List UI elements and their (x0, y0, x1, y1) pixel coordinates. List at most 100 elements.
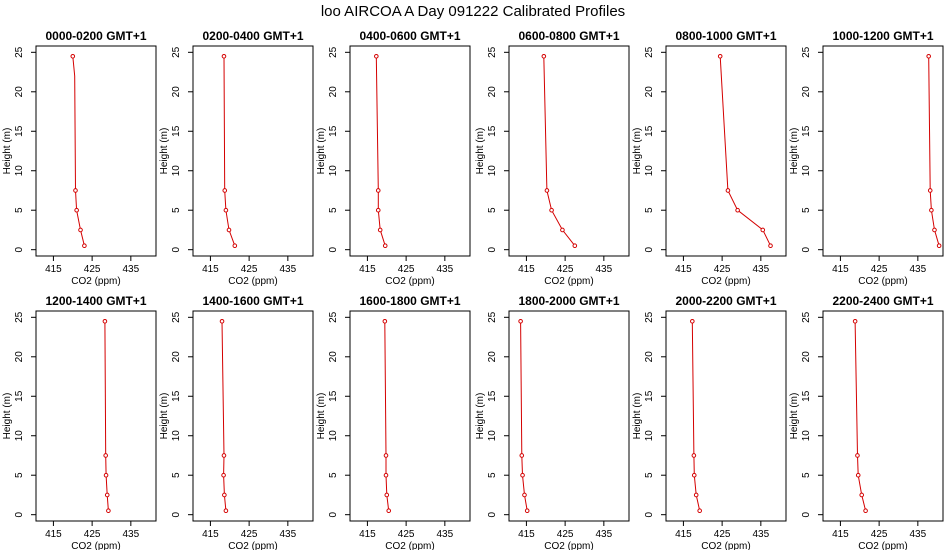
profile-point (221, 472, 226, 478)
x-axis-label: CO2 (ppm) (544, 276, 593, 287)
profile-panel: 1400-1600 GMT+1 415 425 435 0 5 10 15 20 25 CO2 (p… (159, 294, 314, 550)
plot-frame (35, 310, 157, 522)
profile-point (697, 508, 702, 514)
y-tick-label: 0 (171, 246, 182, 252)
y-tick-label: 25 (14, 46, 25, 58)
profile-point (223, 508, 229, 514)
profile-point (103, 453, 108, 458)
y-tick-label: 5 (328, 472, 339, 478)
y-tick-label: 10 (644, 430, 655, 442)
y-axis-label: Height (m) (2, 393, 13, 440)
x-tick-label: 435 (122, 529, 139, 540)
plot-frame (508, 45, 630, 257)
y-tick-label: 15 (171, 390, 182, 402)
profile-panel: 0400-0600 GMT+1 415 425 435 0 5 10 15 20 25 CO2 (p… (316, 29, 471, 287)
y-tick-label: 15 (171, 125, 182, 137)
y-axis-label: Height (m) (316, 128, 327, 175)
y-axis-label: Height (m) (632, 128, 643, 175)
y-axis-label: Height (m) (2, 128, 13, 175)
x-axis-label: CO2 (ppm) (385, 276, 434, 287)
y-tick-label: 0 (801, 246, 812, 252)
y-tick-label: 15 (644, 390, 655, 402)
profile-point (104, 492, 110, 498)
y-tick-label: 20 (801, 86, 812, 98)
profile-point (693, 492, 699, 498)
y-tick-label: 5 (644, 472, 655, 478)
profile-point (929, 207, 934, 213)
y-tick-label: 0 (644, 246, 655, 252)
profile-point (859, 492, 865, 498)
y-tick-label: 10 (328, 430, 339, 442)
panel-title: 2000-2200 GMT+1 (675, 294, 776, 308)
y-tick-label: 25 (801, 46, 812, 58)
profile-point (717, 53, 723, 59)
panel-title: 1000-1200 GMT+1 (832, 29, 933, 43)
profile-point (382, 318, 388, 324)
profile-point (377, 227, 383, 233)
y-axis-label: Height (m) (632, 393, 643, 440)
x-tick-label: 415 (518, 264, 535, 275)
plot-frame (349, 45, 471, 257)
panel-title: 1200-1400 GMT+1 (45, 294, 146, 308)
y-tick-label: 20 (644, 351, 655, 363)
y-tick-label: 0 (14, 511, 25, 517)
y-tick-label: 10 (14, 165, 25, 177)
profile-panel: 1800-2000 GMT+1 415 425 435 0 5 10 15 20 25 CO2 (p… (475, 294, 630, 550)
profile-point (222, 188, 228, 193)
plot-frame (508, 310, 630, 522)
x-tick-label: 425 (84, 529, 101, 540)
x-axis-label: CO2 (ppm) (701, 541, 750, 550)
plot-frame (192, 45, 314, 257)
x-tick-label: 435 (595, 529, 612, 540)
plot-frame (665, 310, 787, 522)
x-tick-label: 435 (909, 264, 926, 275)
x-tick-label: 415 (832, 264, 849, 275)
y-tick-label: 15 (644, 125, 655, 137)
profile-point (926, 53, 931, 59)
x-axis-label: CO2 (ppm) (385, 541, 434, 550)
profile-point (549, 207, 554, 213)
y-tick-label: 10 (487, 165, 498, 177)
panels-grid: 0000-0200 GMT+1 415 425 435 0 5 10 15 20 25 CO2 (p… (2, 29, 944, 550)
plot-frame (349, 310, 471, 522)
profile-point (519, 453, 525, 458)
y-axis-label: Height (m) (789, 393, 800, 440)
profile-point (74, 207, 79, 213)
profile-point (82, 243, 87, 249)
x-tick-label: 415 (675, 264, 692, 275)
profile-point (852, 318, 858, 324)
profile-point (863, 508, 868, 514)
profile-point (70, 53, 76, 59)
y-tick-label: 0 (171, 511, 182, 517)
y-tick-label: 15 (328, 125, 339, 137)
y-tick-label: 25 (171, 46, 182, 58)
y-tick-label: 5 (171, 472, 182, 478)
profile-point (103, 472, 109, 478)
profile-point (232, 243, 238, 249)
figure-title: loo AIRCOA A Day 091222 Calibrated Profi… (321, 3, 625, 20)
plot-frame (822, 310, 944, 522)
plot-frame (35, 45, 157, 257)
y-tick-label: 20 (801, 351, 812, 363)
profile-panel: 1600-1800 GMT+1 415 425 435 0 5 10 15 20 25 CO2 (p… (316, 294, 471, 550)
y-tick-label: 20 (487, 86, 498, 98)
y-tick-label: 20 (328, 351, 339, 363)
profile-point (374, 53, 379, 59)
y-tick-label: 25 (487, 311, 498, 323)
profile-point (725, 188, 731, 193)
profile-point (541, 53, 547, 59)
y-tick-label: 10 (487, 430, 498, 442)
profile-point (518, 318, 523, 324)
profile-point (691, 472, 697, 478)
y-tick-label: 5 (801, 472, 812, 478)
profile-point (382, 243, 388, 249)
profile-panel: 0800-1000 GMT+1 415 425 435 0 5 10 15 20 25 CO2 (p… (632, 29, 787, 287)
y-tick-label: 25 (644, 46, 655, 58)
x-tick-label: 425 (398, 529, 415, 540)
profile-point (768, 243, 773, 249)
profile-point (932, 227, 937, 233)
profile-point (221, 53, 227, 59)
x-tick-label: 415 (675, 529, 692, 540)
